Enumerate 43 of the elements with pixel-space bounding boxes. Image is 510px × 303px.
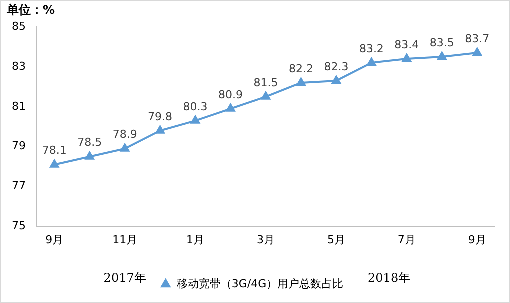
data-label: 82.3 bbox=[324, 60, 349, 74]
y-tick-label: 77 bbox=[12, 180, 26, 193]
point bbox=[85, 152, 94, 160]
data-label: 78.9 bbox=[112, 128, 138, 142]
point bbox=[438, 52, 447, 60]
point bbox=[367, 58, 376, 66]
point bbox=[191, 116, 200, 124]
data-label: 83.5 bbox=[430, 36, 454, 50]
data-label: 80.3 bbox=[183, 100, 208, 114]
data-label: 81.5 bbox=[254, 76, 278, 90]
x-tick-label: 3月 bbox=[257, 233, 275, 246]
point bbox=[296, 78, 306, 86]
point bbox=[156, 126, 165, 134]
y-tick-label: 75 bbox=[12, 220, 26, 233]
data-label: 79.8 bbox=[148, 110, 173, 124]
point bbox=[472, 48, 482, 56]
x-tick-label: 5月 bbox=[327, 233, 346, 246]
point bbox=[402, 54, 412, 62]
text: 2018年 bbox=[368, 271, 411, 286]
data-label: 83.2 bbox=[359, 42, 384, 56]
x-tick-label: 9月 bbox=[468, 233, 486, 246]
point bbox=[332, 76, 341, 84]
data-label: 78.5 bbox=[78, 136, 102, 150]
x-tick-label: 7月 bbox=[398, 233, 416, 246]
point bbox=[120, 144, 130, 152]
y-tick-label: 79 bbox=[12, 140, 26, 153]
data-label: 83.7 bbox=[465, 32, 490, 46]
data-label: 78.1 bbox=[42, 144, 67, 158]
x-tick-label: 1月 bbox=[186, 233, 205, 246]
legend-label: 移动宽带（3G/4G）用户总数占比 bbox=[176, 277, 344, 290]
point bbox=[262, 92, 270, 100]
data-label: 83.4 bbox=[394, 38, 420, 52]
y-tick-label: 81 bbox=[12, 100, 26, 113]
y-axis-title: 单位：% bbox=[6, 3, 56, 18]
data-label: 82.2 bbox=[288, 62, 314, 76]
y-tick-label: 85 bbox=[12, 20, 26, 33]
point bbox=[226, 104, 236, 112]
data-label: 80.9 bbox=[218, 88, 244, 102]
y-tick-label: 83 bbox=[12, 60, 26, 73]
x-tick-label: 9月 bbox=[46, 233, 64, 246]
text: 2017年 bbox=[104, 271, 146, 286]
x-tick-label: 11月 bbox=[112, 233, 138, 246]
point bbox=[50, 160, 60, 168]
